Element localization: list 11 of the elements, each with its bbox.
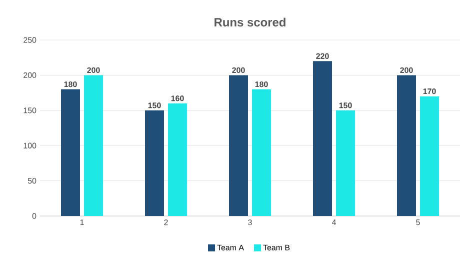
- bar: [61, 89, 80, 216]
- bar: [313, 61, 332, 216]
- bar: [145, 110, 164, 216]
- bar: [397, 75, 416, 216]
- bar: [168, 103, 187, 216]
- bar: [252, 89, 271, 216]
- bar: [84, 75, 103, 216]
- bar: [420, 96, 439, 216]
- bar: [229, 75, 248, 216]
- bar: [336, 110, 355, 216]
- chart-title: Runs scored: [214, 18, 286, 26]
